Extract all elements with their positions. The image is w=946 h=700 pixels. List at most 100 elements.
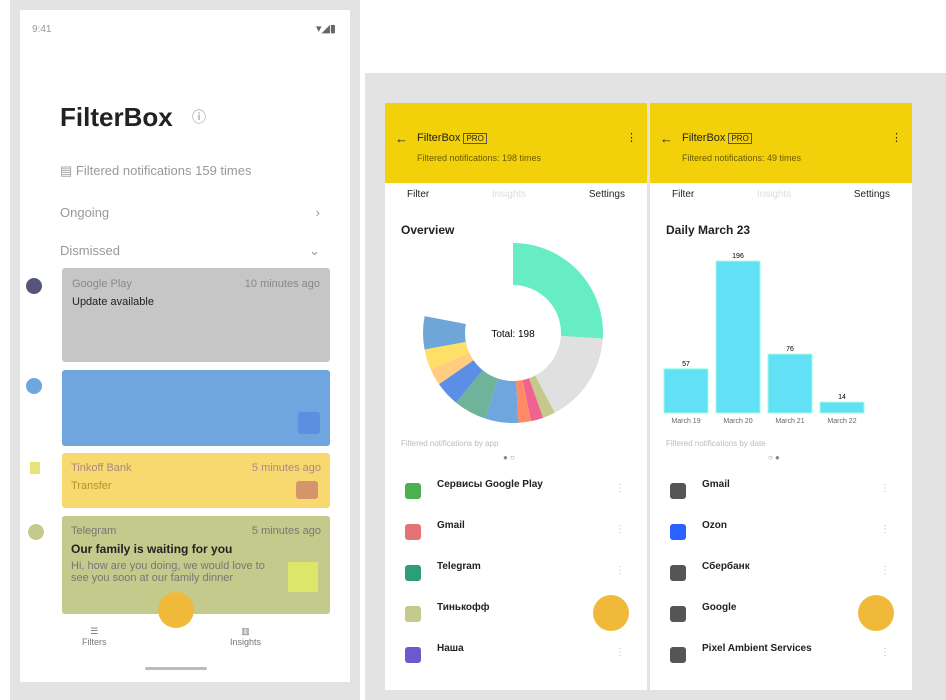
donut-slice[interactable] [456, 370, 499, 419]
bar-chart: 57 March 19 196 March 20 76 March 21 14 March 2… [663, 253, 865, 425]
donut-slice[interactable] [522, 378, 544, 422]
app-row[interactable]: Gmail ⋮ [385, 516, 647, 556]
nav-label: Insights [230, 637, 262, 647]
donut-slice[interactable] [513, 243, 603, 339]
filtered-count: ▤ Filtered notifications 159 times [60, 163, 252, 178]
fab-button[interactable] [858, 595, 894, 631]
nav-insights[interactable]: ▥ Insights [230, 626, 261, 647]
section-label: Ongoing [60, 205, 110, 220]
bar-category-label: March 19 [671, 418, 700, 425]
donut-slice[interactable] [424, 341, 470, 370]
donut-slice[interactable] [529, 375, 555, 418]
bar[interactable] [715, 260, 761, 414]
more-icon[interactable]: ⋮ [615, 647, 625, 658]
tab-insights[interactable]: Insights [491, 189, 527, 200]
more-icon[interactable]: ⋮ [880, 565, 890, 576]
info-icon[interactable]: ⓘ [192, 109, 206, 125]
notification-card[interactable]: Telegram 5 minutes ago Our family is waiti… [62, 516, 330, 614]
more-icon[interactable]: ⋮ [880, 483, 890, 494]
signal-icon: ▾◢▮ [315, 23, 336, 35]
more-icon[interactable]: ⋮ [615, 565, 625, 576]
more-icon[interactable]: ⋮ [880, 524, 890, 535]
tab-settings[interactable]: Settings [588, 189, 625, 200]
donut-slice[interactable] [485, 378, 519, 423]
fab-button[interactable] [593, 595, 629, 631]
bar[interactable] [767, 353, 813, 414]
notification-card[interactable] [62, 370, 330, 446]
donut-slice[interactable] [438, 360, 483, 403]
section-dismissed[interactable]: Dismissed ⌄ [60, 243, 320, 259]
chart-caption: Filtered notifications by date [666, 439, 766, 448]
app-name: Google [702, 602, 737, 613]
tab-filter[interactable]: Filter [407, 189, 430, 200]
bar[interactable] [663, 368, 709, 414]
app-name: Gmail [702, 479, 730, 490]
app-bar: ← FilterBox PRO ⋮ Filtered notifications… [385, 103, 647, 183]
section-label: Dismissed [60, 243, 120, 258]
app-icon [26, 378, 42, 394]
overflow-menu-icon[interactable]: ⋮ [626, 132, 637, 144]
donut-slice[interactable] [423, 316, 466, 350]
app-icon [670, 483, 686, 499]
page-indicator[interactable]: ● ○ [503, 453, 515, 462]
app-icon [670, 606, 686, 622]
app-icon [670, 565, 686, 581]
app-bar-subtitle: Filtered notifications: 198 times [417, 153, 542, 163]
card-thumbnail [288, 562, 318, 592]
pro-badge: PRO [463, 133, 487, 144]
page-indicator[interactable]: ○ ● [768, 453, 780, 462]
filtered-count-text: Filtered notifications 159 times [75, 163, 252, 178]
overflow-menu-icon[interactable]: ⋮ [891, 132, 902, 144]
fab-button[interactable] [158, 592, 194, 628]
section-ongoing[interactable]: Ongoing › [60, 205, 320, 220]
card-app: Tinkoff Bank [71, 462, 132, 474]
nav-filters[interactable]: ☰ Filters [82, 626, 107, 647]
donut-slice[interactable] [535, 336, 603, 413]
card-app: Google Play [72, 278, 132, 290]
app-bar-subtitle: Filtered notifications: 49 times [682, 153, 802, 163]
more-icon[interactable]: ⋮ [615, 483, 625, 494]
card-body: Hi, how are you doing, we would love to … [71, 560, 265, 584]
app-name: Ozon [702, 520, 727, 531]
app-row[interactable]: Наша ⋮ [385, 639, 647, 679]
app-name: Telegram [437, 561, 481, 572]
chevron-right-icon: › [315, 205, 320, 220]
bar[interactable] [819, 401, 865, 414]
pro-badge: PRO [728, 133, 752, 144]
bar-category-label: March 20 [723, 418, 752, 425]
more-icon[interactable]: ⋮ [615, 524, 625, 535]
card-title: Transfer [71, 480, 112, 492]
filter-icon: ☰ [90, 626, 99, 636]
insights-screen: ← FilterBox PRO ⋮ Filtered notifications… [385, 103, 647, 690]
app-name: Pixel Ambient Services [702, 643, 812, 654]
donut-slice[interactable] [430, 352, 474, 385]
back-arrow-icon[interactable]: ← [660, 131, 673, 146]
app-row[interactable]: Gmail ⋮ [650, 475, 912, 515]
app-icon [28, 524, 44, 540]
donut-slice[interactable] [515, 380, 531, 423]
app-icon [30, 462, 40, 474]
app-row[interactable]: Ozon ⋮ [650, 516, 912, 556]
notification-card[interactable]: Tinkoff Bank 5 minutes ago Transfer [62, 453, 330, 508]
app-icon [405, 483, 421, 499]
section-title: Overview [401, 223, 454, 237]
bar-category-label: March 21 [775, 418, 804, 425]
card-time: 5 minutes ago [251, 462, 321, 474]
card-title: Update available [72, 296, 154, 308]
section-name: Overview [401, 223, 455, 237]
app-row[interactable]: Pixel Ambient Services ⋮ [650, 639, 912, 679]
back-arrow-icon[interactable]: ← [395, 131, 408, 146]
chevron-down-icon: ⌄ [309, 243, 320, 258]
app-row[interactable]: Сервисы Google Play ⋮ [385, 475, 647, 515]
tab-settings[interactable]: Settings [853, 189, 890, 200]
notification-card[interactable]: Google Play 10 minutes ago Update availabl… [62, 268, 330, 362]
app-row[interactable]: Telegram ⋮ [385, 557, 647, 597]
app-icon [405, 524, 421, 540]
tab-insights[interactable]: Insights [756, 189, 792, 200]
tab-filter[interactable]: Filter [672, 189, 695, 200]
home-indicator [145, 667, 207, 670]
more-icon[interactable]: ⋮ [880, 647, 890, 658]
app-name: Тинькофф [437, 602, 490, 613]
app-row[interactable]: Сбербанк ⋮ [650, 557, 912, 597]
bar-value-label: 57 [682, 361, 690, 368]
